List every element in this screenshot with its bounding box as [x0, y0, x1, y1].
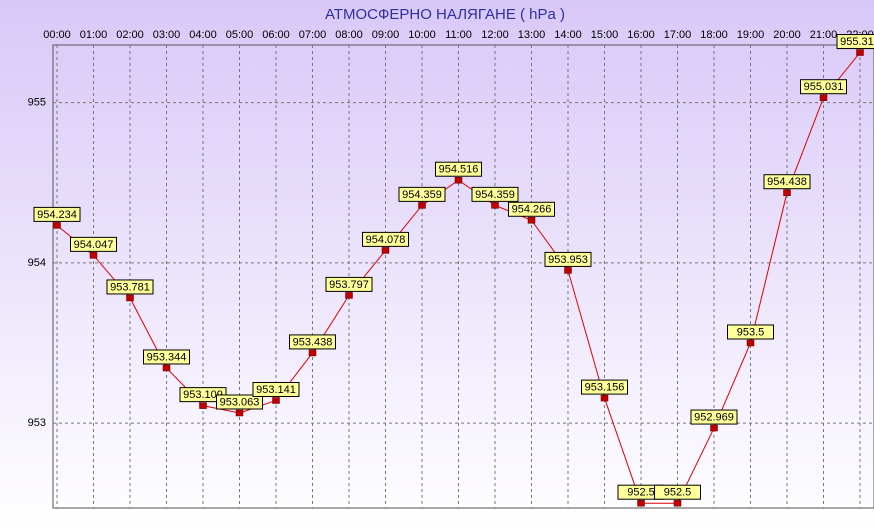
value-label-box — [690, 409, 738, 425]
value-label: 953.797 — [329, 279, 369, 291]
value-label: 953.109 — [183, 389, 223, 401]
value-label: 953.344 — [147, 351, 187, 363]
x-tick-label: 20:00 — [773, 29, 801, 41]
x-tick-label: 14:00 — [554, 29, 582, 41]
value-label: 953.141 — [256, 384, 296, 396]
value-label-box — [763, 174, 811, 190]
y-tick-label: 955 — [28, 97, 46, 109]
value-label: 954.234 — [37, 209, 77, 221]
x-tick-label: 13:00 — [518, 29, 546, 41]
value-label: 954.266 — [512, 204, 552, 216]
value-label-box — [471, 186, 519, 202]
point-marker — [235, 409, 244, 417]
point-marker — [673, 499, 682, 507]
point-marker — [746, 339, 755, 347]
value-label: 953.953 — [548, 254, 588, 266]
value-label: 953.156 — [585, 382, 625, 394]
point-marker — [381, 247, 390, 254]
x-tick-label: 03:00 — [153, 29, 181, 41]
point-marker — [418, 202, 426, 209]
point-marker — [527, 217, 536, 224]
x-tick-label: 09:00 — [372, 29, 400, 41]
value-label-box — [800, 79, 847, 95]
value-label: 954.359 — [475, 189, 515, 201]
point-marker — [856, 49, 864, 56]
value-label: 955.031 — [804, 81, 844, 93]
point-marker — [308, 349, 317, 357]
value-label-box — [106, 279, 154, 295]
value-label-box — [33, 206, 81, 222]
value-label: 953.063 — [220, 396, 260, 408]
plot-frame — [52, 44, 874, 509]
x-tick-label: 08:00 — [335, 29, 363, 41]
value-label-box — [398, 186, 446, 202]
point-marker — [199, 402, 207, 409]
point-marker — [89, 252, 98, 259]
point-marker — [345, 292, 353, 299]
value-label-box — [289, 334, 336, 350]
value-label: 954.516 — [439, 164, 479, 176]
value-label-box — [252, 382, 300, 398]
point-marker — [710, 424, 718, 432]
x-tick-label: 02:00 — [116, 29, 144, 41]
point-marker — [454, 176, 463, 184]
value-label: 952.5 — [664, 487, 692, 499]
point-marker — [162, 364, 171, 372]
value-label: 954.047 — [74, 239, 114, 251]
x-tick-label: 12:00 — [481, 29, 509, 41]
value-label: 954.438 — [767, 176, 807, 188]
value-label: 954.078 — [366, 234, 406, 246]
x-tick-label: 16:00 — [627, 29, 655, 41]
value-label: 952.969 — [694, 411, 734, 423]
value-label-box — [143, 349, 190, 365]
value-label-box — [362, 231, 409, 247]
x-tick-label: 19:00 — [737, 29, 765, 41]
x-tick-label: 11:00 — [445, 29, 472, 41]
point-marker — [272, 397, 280, 404]
point-marker — [564, 267, 572, 274]
point-marker — [491, 202, 499, 209]
chart-title: АТМОСФЕРНО НАЛЯГАНЕ ( hPa ) — [325, 6, 565, 23]
x-tick-label: 06:00 — [262, 29, 290, 41]
value-label: 953.781 — [110, 281, 150, 293]
x-tick-label: 10:00 — [408, 29, 436, 41]
value-label-box — [216, 394, 263, 410]
value-label-box — [508, 201, 555, 217]
point-marker — [819, 94, 828, 101]
value-label: 953.5 — [737, 326, 765, 338]
y-tick-label: 953 — [28, 417, 46, 429]
value-label: 954.359 — [402, 189, 442, 201]
x-tick-label: 01:00 — [80, 29, 108, 41]
x-tick-label: 17:00 — [664, 29, 692, 41]
point-marker — [637, 499, 645, 507]
value-label: 955.313 — [840, 36, 874, 48]
point-marker — [600, 394, 609, 402]
value-label-box — [654, 484, 701, 500]
value-label: 952.5 — [627, 487, 655, 499]
point-marker — [783, 189, 791, 196]
value-label-box — [544, 251, 592, 267]
x-tick-label: 21:00 — [810, 29, 838, 41]
value-label: 953.438 — [293, 336, 333, 348]
point-marker — [53, 222, 61, 229]
point-marker — [126, 294, 134, 302]
value-label-box — [581, 379, 628, 395]
value-label-box — [836, 34, 874, 50]
x-tick-label: 00:00 — [43, 29, 71, 41]
y-tick-label: 954 — [28, 257, 46, 269]
value-label-box — [727, 324, 774, 340]
x-tick-label: 18:00 — [700, 29, 728, 41]
x-tick-label: 04:00 — [189, 29, 217, 41]
value-label-box — [325, 276, 373, 292]
value-label-box — [70, 236, 117, 252]
x-tick-label: 07:00 — [299, 29, 327, 41]
x-tick-label: 05:00 — [226, 29, 254, 41]
value-label-box — [435, 161, 482, 177]
x-tick-label: 15:00 — [591, 29, 619, 41]
